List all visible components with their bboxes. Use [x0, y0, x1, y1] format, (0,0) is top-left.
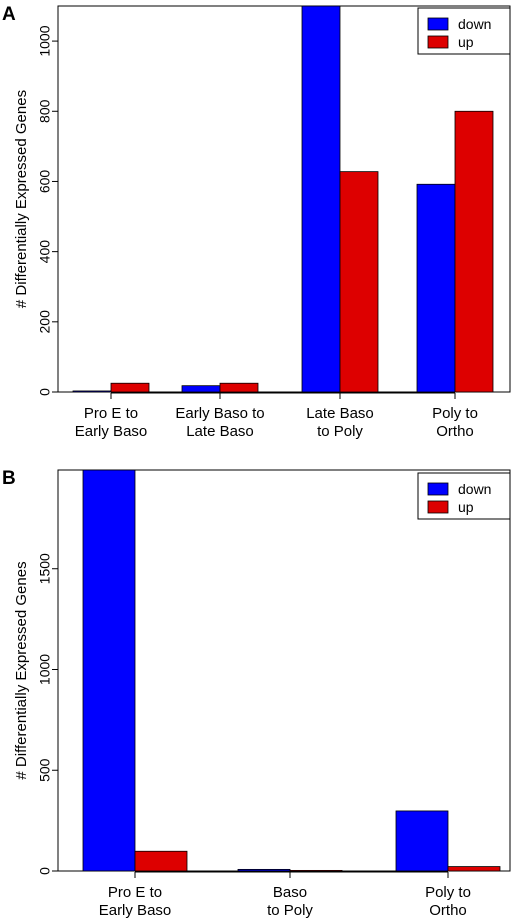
y-tick-label: 600: [37, 170, 53, 194]
legend-swatch-down: [427, 17, 449, 31]
y-tick-label: 400: [37, 240, 53, 264]
y-tick-label: 0: [37, 388, 53, 396]
y-axis-title: # Differentially Expressed Genes: [13, 90, 30, 308]
x-tick-label: to Poly: [317, 423, 363, 440]
legend-box: [417, 7, 511, 55]
bar-down: [416, 183, 456, 393]
bar-down: [181, 385, 221, 393]
bar-down: [72, 390, 112, 393]
legend-swatch-up: [427, 500, 449, 514]
bar-up: [289, 869, 343, 872]
y-tick-label: 500: [37, 758, 53, 782]
bar-up: [219, 382, 259, 393]
x-tick-label: Late Baso: [306, 405, 374, 422]
legend-swatch-up: [427, 35, 449, 49]
bar-up: [110, 382, 150, 393]
legend-label-down: down: [458, 481, 491, 497]
bar-down: [395, 810, 449, 872]
x-tick-label: Late Baso: [186, 423, 254, 440]
x-tick-label: Early Baso to: [175, 405, 264, 422]
x-tick-label: to Poly: [267, 902, 313, 919]
x-tick-label: Poly to: [432, 405, 478, 422]
y-axis-title: # Differentially Expressed Genes: [13, 561, 30, 779]
bar-up: [339, 171, 379, 393]
panel-b-bar-chart: B 0 500 1000 1500 # Differentially Expressed …: [2, 468, 511, 919]
legend-label-up: up: [458, 34, 474, 50]
bar-up: [134, 850, 188, 872]
x-tick-label: Ortho: [429, 902, 467, 919]
legend-label-up: up: [458, 499, 474, 515]
y-tick-label: 1000: [37, 654, 53, 685]
bar-down: [82, 469, 136, 872]
y-tick-label: 0: [37, 867, 53, 875]
bar-down: [237, 868, 291, 872]
legend-label-down: down: [458, 16, 491, 32]
panel-letter: A: [2, 4, 16, 25]
x-tick-label: Early Baso: [99, 902, 172, 919]
y-tick-label: 800: [37, 99, 53, 123]
x-tick-label: Early Baso: [75, 423, 148, 440]
y-tick-label: 1000: [37, 25, 53, 56]
x-tick-label: Pro E to: [108, 884, 162, 901]
bar-down: [301, 5, 341, 393]
x-tick-label: Pro E to: [84, 405, 138, 422]
legend-swatch-down: [427, 482, 449, 496]
y-tick-label: 200: [37, 310, 53, 334]
x-tick-label: Ortho: [436, 423, 474, 440]
y-tick-label: 1500: [37, 553, 53, 584]
x-tick-label: Poly to: [425, 884, 471, 901]
bar-up: [447, 866, 501, 872]
panel-letter: B: [2, 468, 16, 489]
panel-a-bar-chart: A 0 200 400 600 800 1000 # Differentially Expre…: [2, 4, 511, 440]
bar-up: [454, 110, 494, 393]
x-tick-label: Baso: [273, 884, 307, 901]
